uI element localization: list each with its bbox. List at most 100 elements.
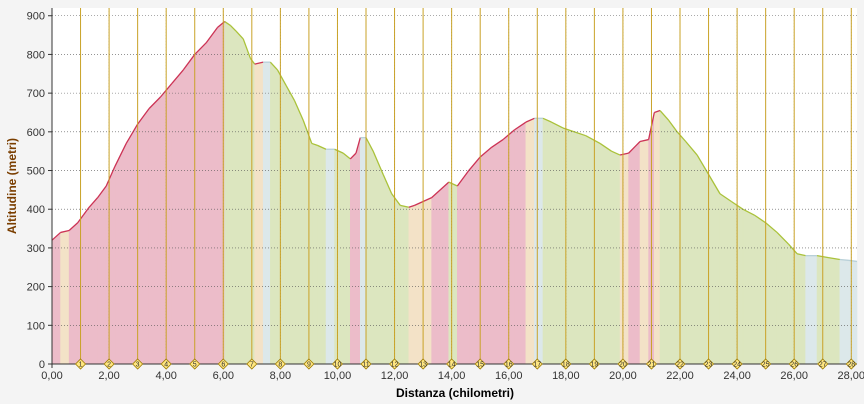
slope-segment (599, 142, 612, 365)
slope-segment (342, 152, 351, 365)
slope-segment (382, 174, 392, 365)
slope-segment (365, 137, 374, 365)
km-marker: 14 (446, 358, 458, 370)
km-marker-label: 19 (590, 362, 598, 369)
line-segment (97, 185, 107, 198)
slope-segment (270, 61, 278, 365)
km-marker-diamond (274, 358, 286, 370)
line-segment (585, 135, 601, 145)
km-marker-label: 10 (334, 362, 342, 369)
line-segment (776, 231, 789, 245)
line-segment (828, 256, 840, 261)
slope-segment (51, 231, 61, 365)
km-marker-label: 22 (676, 362, 684, 369)
x-tick-label: 0,00 (41, 370, 62, 382)
slope-segment (788, 243, 798, 365)
line-segment (382, 174, 393, 195)
slope-segment (805, 255, 818, 365)
y-tick-label: 700 (27, 88, 45, 100)
y-axis-title: Altitudine (metri) (5, 138, 19, 234)
line-segment (659, 110, 670, 121)
slope-segment (83, 206, 90, 365)
km-marker: 2 (103, 358, 115, 370)
y-tick-label: 800 (27, 49, 45, 61)
km-marker-label: 5 (193, 362, 197, 369)
slope-segment (60, 230, 70, 365)
slope-segment (753, 214, 766, 365)
slope-segment (628, 140, 641, 365)
km-marker: 3 (132, 358, 144, 370)
km-marker: 20 (617, 358, 629, 370)
slope-segment (439, 181, 450, 365)
line-segment (60, 229, 70, 234)
line-segment (105, 166, 116, 187)
km-marker-diamond (531, 358, 543, 370)
slope-segment (585, 135, 601, 365)
km-marker-diamond (446, 358, 458, 370)
x-tick-label: 12,00 (381, 370, 409, 382)
km-marker: 9 (303, 358, 315, 370)
km-marker-diamond (702, 358, 715, 370)
line-segment (182, 54, 196, 71)
line-segment (551, 121, 564, 129)
km-marker-label: 14 (448, 362, 456, 369)
line-segment (342, 152, 351, 160)
x-tick-label: 26,00 (780, 370, 808, 382)
km-marker: 25 (760, 358, 772, 370)
km-marker: 18 (560, 358, 572, 370)
grid-group (51, 8, 857, 365)
slope-segment (422, 197, 432, 365)
slope-segment (317, 144, 327, 365)
km-marker-diamond (560, 358, 572, 370)
y-tick-label: 0 (39, 359, 45, 371)
line-segment (137, 108, 150, 125)
line-segment (668, 119, 678, 133)
slope-segment (359, 137, 367, 365)
slope-segment (514, 121, 527, 365)
line-segment (51, 231, 61, 241)
x-tick-label: 14,00 (438, 370, 466, 382)
line-segment (448, 181, 458, 187)
line-segment (599, 142, 612, 152)
km-marker: 4 (160, 358, 172, 370)
slope-segment (325, 148, 335, 365)
slope-segment (839, 259, 849, 365)
line-segment (742, 208, 755, 216)
slope-segment (611, 150, 621, 365)
slope-segment (796, 253, 806, 365)
line-segment (349, 152, 357, 160)
slope-segment (277, 69, 287, 365)
slope-segment (294, 100, 304, 365)
y-tick-label: 300 (27, 243, 45, 255)
km-marker: 26 (788, 358, 800, 370)
slope-segment (194, 42, 207, 365)
line-segment (355, 137, 361, 154)
slope-segment (534, 117, 544, 365)
slope-segment (619, 152, 629, 365)
km-marker-diamond (788, 358, 800, 370)
slope-segment (542, 117, 552, 365)
line-segment (285, 85, 296, 102)
x-tick-label: 2,00 (98, 370, 119, 382)
slope-fill-group (51, 20, 858, 365)
line-segment (491, 139, 504, 148)
km-marker-diamond (817, 358, 829, 370)
slope-segment (242, 38, 251, 365)
km-marker-diamond (303, 358, 315, 370)
line-segment (639, 138, 649, 143)
slope-segment (525, 117, 535, 365)
slope-segment (125, 122, 138, 365)
y-tick-label: 100 (27, 320, 45, 332)
slope-segment (685, 140, 698, 365)
slope-segment (468, 156, 481, 365)
km-marker: 12 (388, 358, 401, 370)
km-marker-label: 15 (476, 362, 484, 369)
line-segment (439, 181, 450, 191)
line-segment (391, 193, 401, 206)
km-marker-diamond (160, 358, 172, 370)
slope-segment (97, 185, 107, 365)
km-marker-label: 11 (362, 362, 369, 369)
km-marker-diamond (645, 358, 658, 370)
x-tick-label: 6,00 (213, 370, 234, 382)
